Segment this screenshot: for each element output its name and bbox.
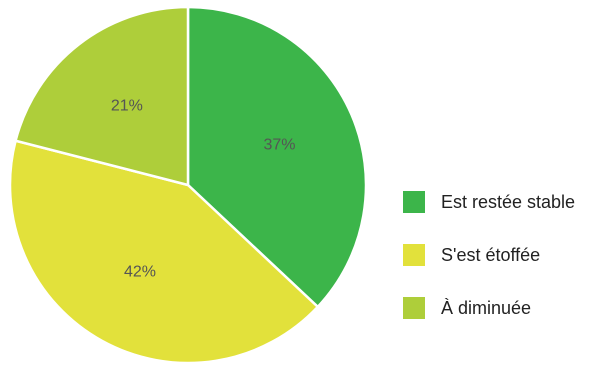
legend-item-stable: Est restée stable	[403, 188, 575, 216]
pie-slice-diminuee	[14, 5, 190, 187]
legend-item-diminuee: À diminuée	[403, 294, 575, 322]
legend-item-etoffee: S'est étoffée	[403, 241, 575, 269]
legend-swatch-diminuee	[403, 297, 425, 319]
pie-slice-stable	[186, 5, 368, 309]
legend-swatch-etoffee	[403, 244, 425, 266]
legend-swatch-stable	[403, 191, 425, 213]
legend-label-etoffee: S'est étoffée	[441, 244, 541, 265]
legend-label-diminuee: À diminuée	[441, 297, 532, 318]
data-label-stable: 37%	[263, 137, 295, 154]
pie-slices	[8, 5, 368, 365]
pie-slice-etoffee	[8, 139, 320, 365]
legend-label-stable: Est restée stable	[441, 191, 576, 212]
data-label-diminuee: 21%	[111, 97, 143, 114]
pie-data-labels: 37% 42% 21%	[111, 97, 296, 280]
legend: Est restée stable S'est étoffée À diminu…	[403, 188, 575, 347]
data-label-etoffee: 42%	[124, 264, 156, 281]
